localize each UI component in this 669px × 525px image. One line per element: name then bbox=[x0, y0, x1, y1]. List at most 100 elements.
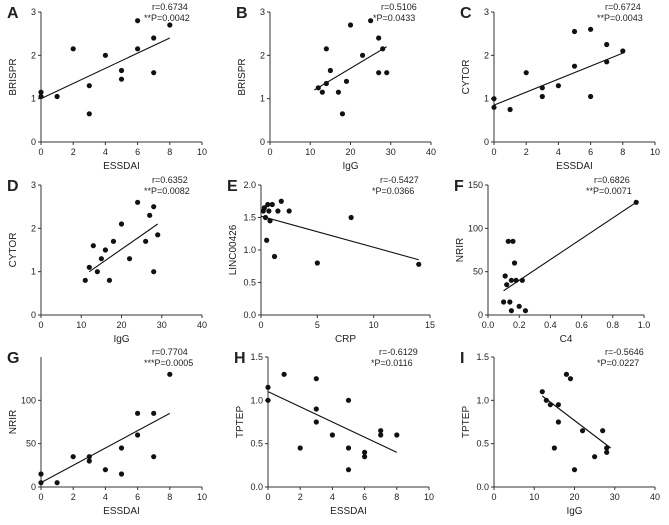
y-tick-label: 1 bbox=[31, 267, 36, 277]
data-point bbox=[502, 273, 508, 279]
data-point bbox=[313, 376, 319, 382]
data-point bbox=[362, 454, 368, 460]
p-value: *P=0.0366 bbox=[372, 186, 414, 196]
data-point bbox=[286, 208, 292, 214]
y-axis-title: NRIR bbox=[8, 410, 19, 434]
data-point bbox=[504, 282, 510, 288]
x-tick-label: 10 bbox=[305, 147, 315, 157]
data-point bbox=[271, 253, 278, 260]
data-point bbox=[604, 445, 610, 451]
y-tick-label: 0.5 bbox=[250, 439, 263, 449]
panel-letter: B bbox=[236, 5, 248, 22]
data-point bbox=[266, 208, 272, 214]
y-axis-title: BRISPR bbox=[237, 58, 248, 95]
data-point bbox=[118, 76, 125, 82]
x-tick-label: 0 bbox=[258, 320, 263, 330]
y-axis-title: CYTOR bbox=[8, 233, 19, 268]
panel-letter: A bbox=[7, 5, 19, 22]
y-axis-title: TPTEP bbox=[461, 406, 472, 439]
data-point bbox=[327, 67, 333, 74]
data-point bbox=[90, 243, 96, 249]
data-point bbox=[313, 406, 319, 412]
y-tick-label: 3 bbox=[31, 180, 36, 190]
data-point bbox=[102, 467, 108, 473]
data-point bbox=[102, 52, 108, 58]
x-tick-label: 1.0 bbox=[638, 320, 651, 330]
x-tick-label: 0.6 bbox=[575, 320, 588, 330]
data-point bbox=[147, 212, 153, 218]
data-point bbox=[151, 35, 157, 41]
data-point bbox=[118, 221, 125, 227]
x-tick-label: 5 bbox=[315, 320, 320, 330]
data-point bbox=[539, 93, 545, 100]
y-tick-label: 50 bbox=[473, 267, 483, 277]
x-tick-label: 0 bbox=[265, 492, 270, 502]
y-tick-label: 150 bbox=[468, 180, 483, 190]
data-point bbox=[278, 198, 284, 204]
data-point bbox=[368, 18, 374, 24]
data-point bbox=[167, 371, 173, 377]
data-point bbox=[143, 238, 149, 244]
x-tick-label: 10 bbox=[197, 147, 207, 157]
x-tick-label: 0 bbox=[38, 147, 43, 157]
y-tick-label: 1.5 bbox=[243, 213, 256, 223]
x-tick-label: 0 bbox=[38, 320, 43, 330]
r-value: r=0.5106 bbox=[381, 2, 417, 12]
x-tick-label: 8 bbox=[167, 492, 172, 502]
data-point bbox=[539, 389, 545, 395]
data-point bbox=[501, 299, 507, 305]
x-tick-label: 20 bbox=[345, 147, 355, 157]
r-value: r=0.6724 bbox=[605, 2, 641, 12]
r-value: r=0.6734 bbox=[152, 2, 188, 12]
data-point bbox=[508, 277, 514, 283]
data-point bbox=[86, 83, 92, 89]
x-tick-label: 2 bbox=[71, 147, 76, 157]
data-point bbox=[319, 89, 325, 95]
r-value: r=-0.5646 bbox=[605, 347, 644, 357]
y-axis-title: LINC00426 bbox=[228, 224, 239, 275]
data-point bbox=[262, 214, 269, 221]
data-point bbox=[604, 449, 610, 455]
data-point bbox=[323, 46, 329, 52]
data-point bbox=[394, 432, 400, 438]
data-point bbox=[86, 111, 92, 117]
x-tick-label: 0 bbox=[491, 492, 496, 502]
x-tick-label: 0.8 bbox=[607, 320, 620, 330]
y-tick-label: 2 bbox=[484, 50, 489, 60]
x-tick-label: 40 bbox=[426, 147, 436, 157]
data-point bbox=[345, 397, 352, 403]
y-tick-label: 1 bbox=[484, 94, 489, 104]
data-point bbox=[329, 432, 335, 438]
panel-letter: I bbox=[460, 350, 464, 367]
x-axis-title: ESSDAI bbox=[556, 161, 593, 172]
y-tick-label: 1.5 bbox=[250, 352, 263, 362]
x-axis-title: IgG bbox=[113, 334, 129, 345]
data-point bbox=[167, 22, 173, 28]
regression-line bbox=[541, 395, 612, 449]
y-axis-title: TPTEP bbox=[235, 406, 246, 439]
x-tick-label: 8 bbox=[167, 147, 172, 157]
x-tick-label: 15 bbox=[425, 320, 435, 330]
data-point bbox=[522, 308, 529, 314]
y-tick-label: 3 bbox=[31, 7, 36, 17]
data-point bbox=[378, 432, 384, 438]
data-point bbox=[491, 104, 497, 110]
data-point bbox=[384, 70, 390, 76]
y-tick-label: 1.5 bbox=[476, 352, 489, 362]
data-point bbox=[604, 59, 610, 65]
data-point bbox=[151, 454, 157, 460]
x-tick-label: 6 bbox=[135, 492, 140, 502]
data-point bbox=[345, 467, 352, 473]
x-tick-label: 40 bbox=[650, 492, 660, 502]
panel-letter: D bbox=[7, 178, 19, 195]
data-point bbox=[519, 277, 525, 283]
p-value: *P=0.0433 bbox=[373, 13, 415, 23]
y-tick-label: 2 bbox=[31, 50, 36, 60]
data-point bbox=[555, 83, 562, 89]
r-value: r=-0.6129 bbox=[379, 347, 418, 357]
panel-letter: F bbox=[454, 178, 464, 195]
